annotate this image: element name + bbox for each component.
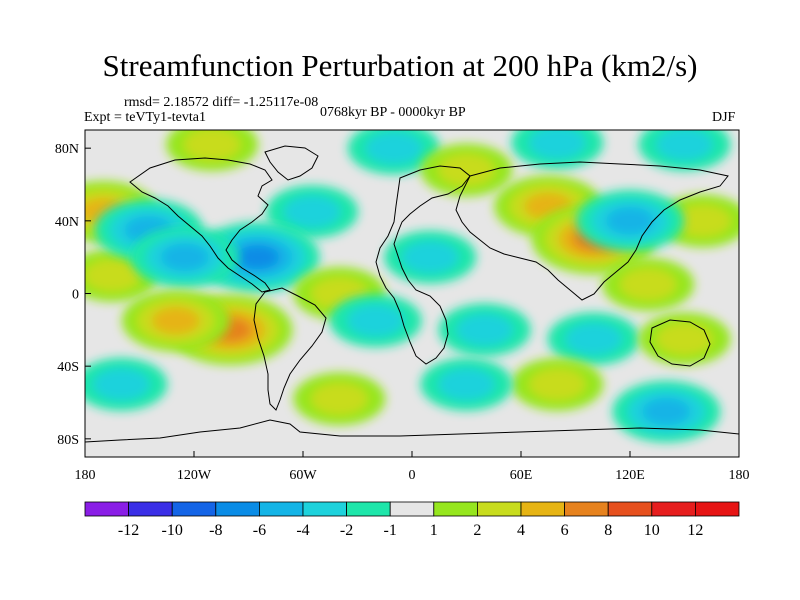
colorbar-box-7 [389,501,435,517]
lon-tick-label-1: 120W [177,468,212,483]
colorbar-box-1 [128,501,173,517]
colorbar-label-9: 4 [517,522,525,539]
anomaly-14 [130,226,239,288]
colorbar-box-0 [84,501,129,517]
anomaly-27-level-2 [642,397,691,426]
colorbar-label-3: -6 [253,522,266,539]
anomaly-24 [511,357,604,411]
colorbar: -12 -10 -8 -6 -4 -2 -1 1 2 4 6 8 10 12 [84,501,740,539]
anomaly-2-level-1 [656,130,713,161]
colorbar-label-4: -4 [296,522,309,539]
stats-label: rmsd= 2.18572 diff= -1.25117e-08 [124,95,319,110]
anomaly-27 [612,380,721,443]
anomaly-20-level-1 [347,304,404,337]
anomaly-4-level-1 [438,153,495,187]
anomaly-4 [420,143,513,197]
anomaly-19-level-2 [151,307,200,335]
anomaly-9-level-1 [283,195,341,228]
anomaly-19 [121,289,230,352]
anomaly-21 [438,303,531,357]
colorbar-label-5: -2 [340,522,353,539]
anomaly-13-level-3 [236,244,280,270]
anomaly-22 [547,312,640,366]
lat-tick-label-0: 80N [55,142,79,157]
anomaly-24-level-1 [529,368,586,401]
lon-tick-label-6: 180 [729,468,750,483]
colorbar-box-11 [564,501,609,517]
anomaly-15 [384,230,477,284]
anomaly-23-level-1 [656,322,713,356]
colorbar-label-8: 2 [473,522,481,539]
experiment-label: Expt = teVTy1-tevta1 [84,110,206,125]
latitude-axis: 80N 40N 0 40S 80S [55,142,91,448]
anomaly-7-level-1 [674,204,731,238]
anomaly-3 [166,130,259,171]
colorbar-box-8 [433,501,478,517]
anomaly-28-level-1 [93,368,150,401]
chart-title: Streamfunction Perturbation at 200 hPa (… [102,48,698,83]
anomaly-10-level-2 [606,207,654,235]
colorbar-label-7: 1 [430,522,438,539]
anomaly-17 [602,258,695,311]
anomaly-10 [576,190,684,252]
anomaly-25 [420,357,513,411]
anomaly-9 [266,185,359,239]
anomaly-21-level-1 [456,313,513,347]
anomaly-22-level-1 [565,322,622,356]
anomaly-field [85,130,739,443]
anomaly-2 [638,130,731,171]
colorbar-label-11: 8 [604,522,612,539]
anomaly-1-level-1 [529,130,586,159]
colorbar-box-10 [520,501,565,517]
coastlines [85,145,739,443]
colorbar-label-12: 10 [644,522,660,539]
anomaly-1 [511,130,604,170]
anomaly-28 [85,357,168,411]
anomaly-17-level-1 [619,268,677,301]
lat-tick-label-2: 0 [72,288,79,303]
lon-tick-label-5: 120E [615,468,645,483]
lat-tick-label-4: 80S [57,433,79,448]
anomaly-23 [638,312,731,366]
colorbar-box-3 [215,501,260,517]
anomaly-3-level-1 [183,130,241,161]
colorbar-label-0: -12 [118,522,139,539]
colorbar-label-13: 12 [687,522,703,539]
anomaly-14-level-2 [160,243,209,271]
lon-tick-label-4: 60E [510,468,533,483]
colorbar-box-13 [651,501,696,517]
lon-tick-label-0: 180 [75,468,96,483]
lat-tick-label-3: 40S [57,360,79,375]
lon-tick-label-2: 60W [289,468,317,483]
colorbar-box-5 [302,501,347,517]
colorbar-box-2 [171,501,217,517]
colorbar-box-4 [258,501,304,517]
lon-tick-label-3: 0 [409,468,416,483]
anomaly-0-level-1 [365,131,423,165]
colorbar-box-12 [607,501,653,517]
colorbar-box-14 [695,501,740,517]
colorbar-label-10: 6 [561,522,569,539]
anomaly-11-level-1 [85,259,141,292]
anomaly-15-level-1 [401,240,459,274]
colorbar-label-6: -1 [384,522,397,539]
period-label: 0768kyr BP - 0000kyr BP [320,105,466,120]
colorbar-box-9 [476,501,522,517]
anomaly-25-level-1 [438,368,495,401]
colorbar-label-1: -10 [162,522,183,539]
lat-tick-label-1: 40N [55,215,79,230]
anomaly-20 [329,294,422,348]
anomaly-26 [293,372,386,426]
longitude-axis: 180 120W 60W 0 60E 120E 180 [75,451,750,483]
anomaly-0 [347,130,440,175]
season-label: DJF [712,110,736,125]
anomaly-26-level-1 [311,382,368,416]
colorbar-label-2: -8 [209,522,222,539]
colorbar-box-6 [346,501,391,517]
